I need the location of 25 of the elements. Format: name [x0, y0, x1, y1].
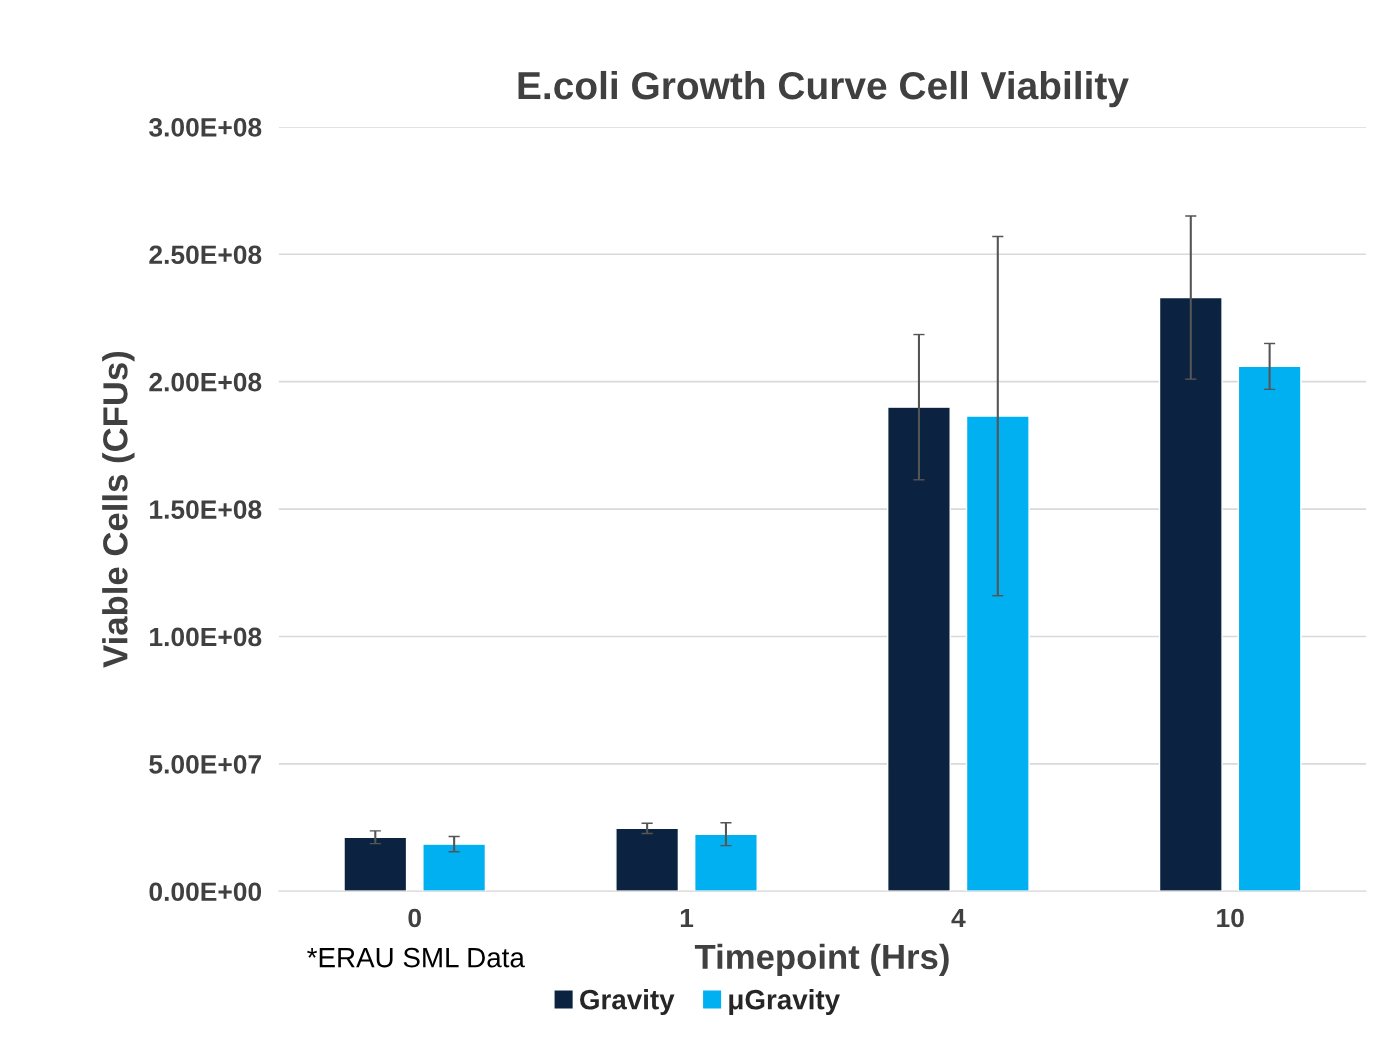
y-tick-label: 5.00E+07 [149, 755, 261, 774]
bar [422, 843, 487, 892]
bar [1158, 296, 1223, 892]
bar [1237, 365, 1302, 892]
bar [615, 827, 680, 892]
y-axis-title: Viable Cells (CFUs) [102, 351, 135, 668]
y-tick-label: 1.50E+08 [150, 500, 262, 519]
legend-label: Gravity [580, 989, 675, 1015]
y-tick-label: 1.00E+08 [150, 627, 262, 647]
y-tick-label: 2.50E+08 [149, 245, 262, 265]
chart-title: E.coli Growth Curve Cell Viability [518, 70, 1129, 108]
bar [887, 406, 951, 892]
bar [965, 415, 1030, 892]
x-tick-label: 1 [680, 908, 694, 928]
bar [694, 833, 758, 892]
y-tick-label: 0.00E+00 [149, 882, 262, 902]
text: *ERAU SML Data [307, 947, 525, 968]
x-tick-label: 10 [1217, 908, 1244, 928]
x-tick-label: 0 [408, 908, 421, 928]
x-tick-label: 4 [951, 908, 966, 928]
legend-label: μGravity [729, 989, 840, 1015]
y-tick-label: 3.00E+08 [149, 118, 262, 137]
bar [343, 836, 408, 892]
x-axis-title: Timepoint (Hrs) [694, 943, 949, 977]
y-tick-label: 2.00E+08 [149, 372, 262, 392]
